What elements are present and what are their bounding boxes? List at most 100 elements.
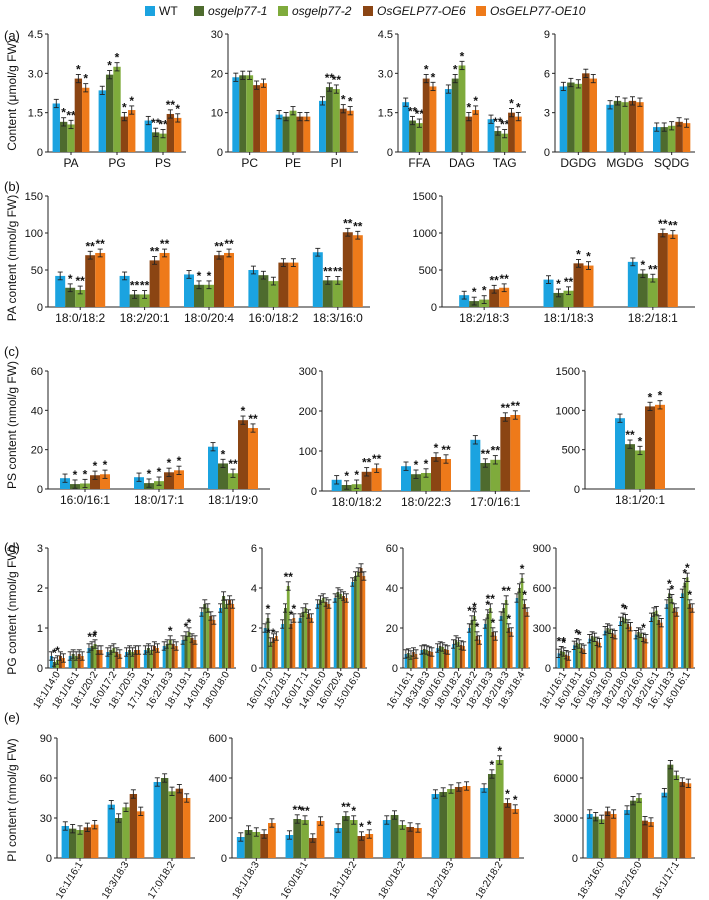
bar-series-2 <box>168 791 176 858</box>
bar-series-4 <box>91 824 99 858</box>
y-tick-label: 6 <box>544 68 550 80</box>
x-tick-label: 17:0/16:1 <box>470 495 520 509</box>
bar-series-0 <box>107 804 115 858</box>
bar-series-1 <box>109 650 113 668</box>
significance-star: ** <box>658 217 668 231</box>
bar-series-0 <box>470 439 481 491</box>
bar-series-1 <box>553 292 564 307</box>
bar-series-3 <box>342 596 345 668</box>
significance-star: ** <box>501 401 511 415</box>
bar-series-0 <box>606 104 614 152</box>
significance-star: * <box>359 820 364 834</box>
bar-series-0 <box>275 114 283 152</box>
y-tick-label: 1500 <box>556 366 580 378</box>
y-tick-label: 10 <box>211 108 223 120</box>
bar-series-0 <box>316 604 320 668</box>
bar-series-3 <box>90 475 100 489</box>
bar-series-1 <box>494 131 502 152</box>
significance-star: * <box>241 404 246 418</box>
x-tick-label: 18:1/18:3 <box>543 311 593 325</box>
bar-series-0 <box>559 86 568 152</box>
bar-series-4 <box>274 636 278 668</box>
bar-series-3 <box>675 121 683 152</box>
significance-star: * <box>52 646 57 660</box>
bar-series-4 <box>690 608 694 668</box>
significance-star: ** <box>76 274 86 288</box>
bar-series-3 <box>164 472 174 489</box>
bar-series-3 <box>507 628 510 668</box>
bar-series-4 <box>682 123 691 152</box>
significance-star: * <box>482 284 487 298</box>
bar-series-3 <box>96 650 100 668</box>
x-tick-label: 18:1/20:1 <box>615 493 665 507</box>
bar-series-1 <box>668 593 671 668</box>
bar-series-2 <box>398 825 407 858</box>
bar-series-1 <box>301 612 305 668</box>
bar-series-1 <box>336 592 340 668</box>
bar-series-3 <box>523 604 526 668</box>
bar-series-1 <box>390 815 399 858</box>
y-tick-label: 20 <box>211 68 223 80</box>
significance-star: ** <box>151 116 161 130</box>
significance-star: * <box>157 465 162 479</box>
bar-series-1 <box>322 280 333 307</box>
bar-series-1 <box>407 653 410 668</box>
bar-series-1 <box>451 78 459 152</box>
y-tick-label: 100 <box>25 228 43 240</box>
significance-star: * <box>93 459 98 473</box>
bar-series-2 <box>206 608 210 668</box>
significance-star: ** <box>486 592 496 606</box>
significance-star: * <box>505 787 510 801</box>
y-tick-label: 90 <box>40 733 52 745</box>
bar-series-1 <box>239 75 247 152</box>
y-tick-label: 300 <box>299 366 317 378</box>
bar-series-0 <box>480 788 488 858</box>
y-tick-label: 0 <box>431 302 437 314</box>
significance-star: ** <box>481 447 491 461</box>
bar-series-3 <box>228 600 232 668</box>
y-tick-label: 6 <box>251 543 257 555</box>
bar-series-0 <box>98 90 106 152</box>
significance-star: * <box>576 247 581 261</box>
bar-series-4 <box>610 814 617 858</box>
bar-series-1 <box>65 287 76 307</box>
bar-series-2 <box>74 656 78 668</box>
significance-star: ** <box>441 443 451 457</box>
ylabel-row-c: PS content (nmol/g FW) <box>5 361 19 489</box>
bar-series-1 <box>560 650 563 668</box>
bar-series-2 <box>667 125 676 152</box>
x-tick-label: 16:0/18:2 <box>248 311 298 325</box>
significance-star: * <box>586 250 591 264</box>
x-tick-label: 18:2/18:3 <box>425 859 457 900</box>
significance-star: * <box>289 608 294 622</box>
bar-series-3 <box>74 78 83 152</box>
bar-series-4 <box>346 110 354 152</box>
x-tick-label: 18:2/20:1 <box>120 311 170 325</box>
bar-series-3 <box>489 289 500 307</box>
x-tick-label: 18:0/18:2 <box>55 311 105 325</box>
bar-series-1 <box>621 617 625 668</box>
significance-star: * <box>175 102 180 116</box>
x-tick-label: 16:1/17:1 <box>650 859 682 900</box>
significance-star: * <box>266 602 271 616</box>
bar-series-1 <box>454 640 458 668</box>
bar-series-3 <box>626 624 630 668</box>
bar-series-2 <box>458 65 466 152</box>
significance-star: * <box>207 269 212 283</box>
bar-series-1 <box>293 819 302 858</box>
bar-series-0 <box>588 638 591 668</box>
bar-series-2 <box>490 459 501 491</box>
bar-series-3 <box>431 457 441 491</box>
y-tick-label: 60 <box>386 543 398 555</box>
bar-series-1 <box>480 463 491 491</box>
significance-star: ** <box>499 272 509 286</box>
panel-label-e: (e) <box>4 710 20 725</box>
significance-star: * <box>466 100 471 114</box>
bar-series-0 <box>634 634 638 668</box>
bar-series-1 <box>518 588 521 668</box>
y-tick-label: 9 <box>544 29 550 41</box>
bar-series-2 <box>447 789 455 858</box>
significance-star: ** <box>511 399 521 413</box>
